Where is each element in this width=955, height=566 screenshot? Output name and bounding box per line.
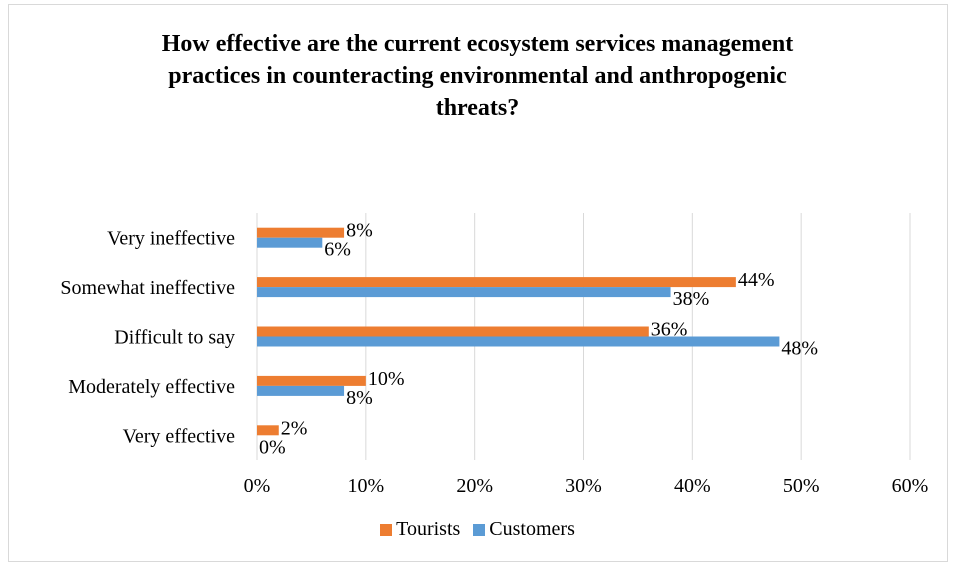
data-label-customers: 6% <box>324 239 351 261</box>
legend-item-tourists: Tourists <box>380 518 460 541</box>
bar-tourists <box>257 375 366 386</box>
x-tick-label: 40% <box>674 475 711 497</box>
bar-tourists <box>257 425 279 436</box>
category-label: Difficult to say <box>114 327 235 349</box>
chart-title-line-2: practices in counteracting environmental… <box>168 63 787 89</box>
data-label-tourists: 10% <box>368 368 405 390</box>
x-tick-label: 20% <box>456 475 493 497</box>
data-label-customers: 38% <box>673 288 710 310</box>
bar-customers <box>257 237 323 248</box>
bar-tourists <box>257 326 649 337</box>
category-label: Very ineffective <box>107 228 235 250</box>
data-label-customers: 48% <box>781 338 818 360</box>
data-label-tourists: 44% <box>738 269 775 291</box>
chart-title-line-1: How effective are the current ecosystem … <box>161 31 794 57</box>
data-label-tourists: 8% <box>346 220 373 242</box>
category-label: Very effective <box>123 425 235 447</box>
chart-title: How effective are the current ecosystem … <box>0 28 955 124</box>
chart-title-line-3: threats? <box>435 95 520 121</box>
category-label: Somewhat ineffective <box>60 277 235 299</box>
legend-item-customers: Customers <box>473 518 575 541</box>
bar-customers <box>257 336 780 347</box>
data-label-tourists: 36% <box>651 319 688 341</box>
chart-legend: Tourists Customers <box>0 518 955 542</box>
bar-tourists <box>257 277 736 288</box>
bar-customers <box>257 385 345 396</box>
bar-customers <box>257 287 671 298</box>
legend-swatch-tourists <box>380 523 393 536</box>
category-label: Moderately effective <box>68 376 235 398</box>
legend-label-tourists: Tourists <box>396 518 461 540</box>
data-label-customers: 0% <box>259 436 286 458</box>
x-tick-label: 30% <box>565 475 602 497</box>
x-tick-label: 10% <box>347 475 384 497</box>
legend-swatch-customers <box>473 523 486 536</box>
x-tick-label: 50% <box>783 475 820 497</box>
x-tick-label: 0% <box>244 475 271 497</box>
data-label-tourists: 2% <box>281 417 308 439</box>
bar-tourists <box>257 227 345 238</box>
legend-label-customers: Customers <box>489 518 575 540</box>
data-label-customers: 8% <box>346 387 373 409</box>
x-tick-label: 60% <box>892 475 929 497</box>
